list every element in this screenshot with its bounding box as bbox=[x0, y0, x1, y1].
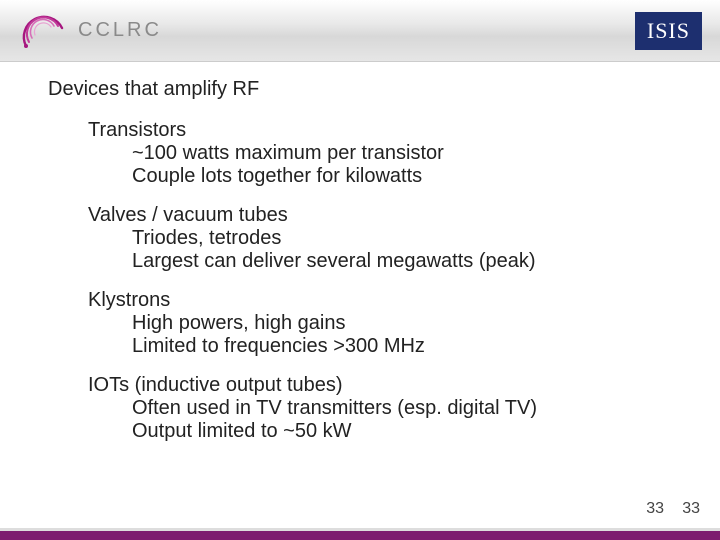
page-number-dup: 33 bbox=[682, 500, 700, 518]
page-number: 33 bbox=[646, 500, 664, 518]
section-line: Often used in TV transmitters (esp. digi… bbox=[132, 397, 700, 420]
section-head: IOTs (inductive output tubes) bbox=[88, 374, 700, 397]
section-head: Transistors bbox=[88, 119, 700, 142]
slide-content: Devices that amplify RF Transistors ~100… bbox=[48, 78, 700, 459]
footer-accent-bar bbox=[0, 528, 720, 540]
section-line: Largest can deliver several megawatts (p… bbox=[132, 250, 700, 273]
header-bar: CCLRC ISIS bbox=[0, 0, 720, 62]
section-line: ~100 watts maximum per transistor bbox=[132, 142, 700, 165]
section-line: Triodes, tetrodes bbox=[132, 227, 700, 250]
section-head: Valves / vacuum tubes bbox=[88, 204, 700, 227]
section-head: Klystrons bbox=[88, 289, 700, 312]
section-line: Limited to frequencies >300 MHz bbox=[132, 335, 700, 358]
section-transistors: Transistors ~100 watts maximum per trans… bbox=[88, 119, 700, 188]
section-line: High powers, high gains bbox=[132, 312, 700, 335]
slide-title: Devices that amplify RF bbox=[48, 78, 700, 101]
section-klystrons: Klystrons High powers, high gains Limite… bbox=[88, 289, 700, 358]
cclrc-swirl-icon bbox=[18, 6, 68, 56]
section-valves: Valves / vacuum tubes Triodes, tetrodes … bbox=[88, 204, 700, 273]
section-iots: IOTs (inductive output tubes) Often used… bbox=[88, 374, 700, 443]
cclrc-logo-text: CCLRC bbox=[78, 19, 162, 42]
isis-logo: ISIS bbox=[635, 12, 702, 50]
section-line: Couple lots together for kilowatts bbox=[132, 165, 700, 188]
section-line: Output limited to ~50 kW bbox=[132, 420, 700, 443]
left-logo: CCLRC bbox=[18, 6, 162, 56]
